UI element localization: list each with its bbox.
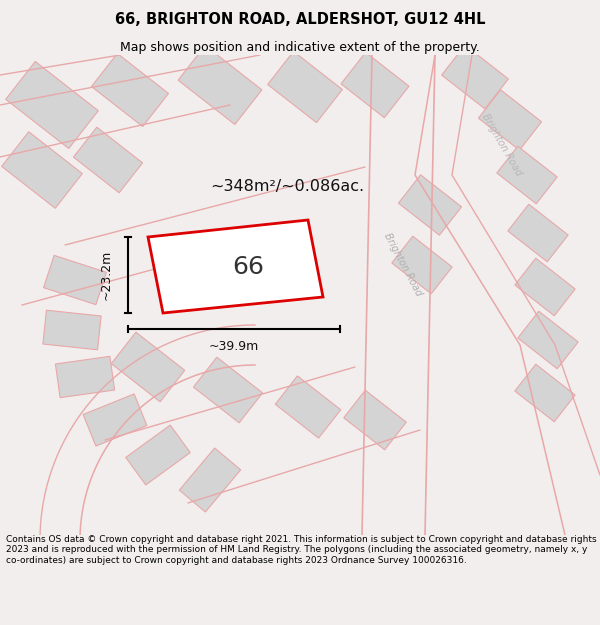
Polygon shape [43, 310, 101, 350]
Polygon shape [179, 448, 241, 512]
Polygon shape [341, 52, 409, 118]
Text: Map shows position and indicative extent of the property.: Map shows position and indicative extent… [120, 41, 480, 54]
Polygon shape [193, 357, 263, 423]
Text: ~39.9m: ~39.9m [209, 339, 259, 352]
Polygon shape [91, 54, 169, 126]
Polygon shape [344, 390, 406, 450]
Text: Contains OS data © Crown copyright and database right 2021. This information is : Contains OS data © Crown copyright and d… [6, 535, 596, 565]
Polygon shape [515, 258, 575, 316]
Polygon shape [497, 146, 557, 204]
Polygon shape [55, 356, 115, 398]
Text: ~23.2m: ~23.2m [100, 250, 113, 300]
Text: Brighton Road: Brighton Road [480, 112, 524, 178]
Polygon shape [111, 332, 185, 402]
Polygon shape [148, 220, 323, 313]
Text: Brighton Road: Brighton Road [382, 232, 424, 298]
Polygon shape [515, 364, 575, 422]
Polygon shape [44, 256, 106, 304]
Polygon shape [83, 394, 147, 446]
Polygon shape [126, 425, 190, 485]
Polygon shape [392, 236, 452, 294]
Text: 66: 66 [232, 255, 264, 279]
Polygon shape [478, 90, 542, 150]
Polygon shape [518, 311, 578, 369]
Polygon shape [178, 46, 262, 124]
Polygon shape [508, 204, 568, 262]
Polygon shape [268, 51, 343, 122]
Polygon shape [275, 376, 341, 438]
Polygon shape [442, 45, 508, 109]
Text: ~348m²/~0.086ac.: ~348m²/~0.086ac. [210, 179, 364, 194]
Polygon shape [6, 61, 98, 149]
Text: 66, BRIGHTON ROAD, ALDERSHOT, GU12 4HL: 66, BRIGHTON ROAD, ALDERSHOT, GU12 4HL [115, 12, 485, 27]
Polygon shape [398, 175, 461, 235]
Polygon shape [73, 127, 143, 193]
Polygon shape [2, 132, 82, 208]
